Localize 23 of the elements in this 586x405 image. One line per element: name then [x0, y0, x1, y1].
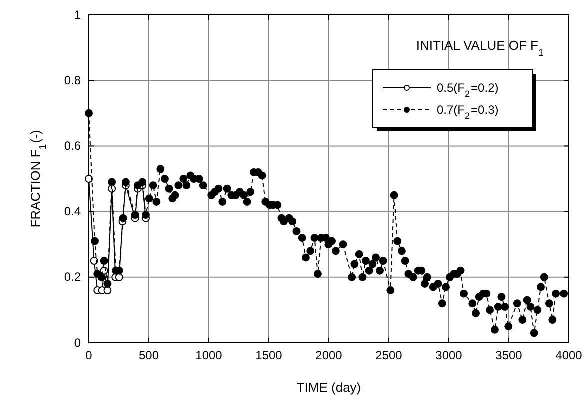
x-tick-label: 2500	[376, 348, 403, 363]
x-tick-label: 3000	[436, 348, 463, 363]
y-tick-label: 0.8	[64, 73, 82, 88]
y-tick-label: 0	[74, 336, 82, 350]
x-tick-label: 1500	[256, 348, 283, 363]
x-axis-title: TIME (day)	[296, 380, 362, 395]
x-tick-label: 4000	[556, 348, 583, 363]
point	[90, 257, 98, 265]
x-tick-label: 500	[138, 348, 160, 363]
point	[115, 273, 124, 282]
y-tick-label: 0.6	[64, 139, 82, 154]
x-tick-label: 0	[86, 348, 93, 363]
point	[104, 286, 112, 294]
x-tick-label: 3500	[496, 348, 523, 363]
point	[85, 175, 93, 183]
y-tick-label: 1	[74, 8, 82, 22]
x-tick-label: 1000	[196, 348, 223, 363]
y-tick-label: 0.4	[64, 204, 82, 219]
legend-label: 0.5(F$_{2}$=0.2)	[437, 81, 499, 99]
legend-title: INITIAL VALUE OF F$_{1}$	[416, 38, 544, 58]
y-tick-label: 0.2	[64, 270, 82, 284]
legend-label: 0.7(F$_{2}$=0.3)	[437, 103, 499, 121]
x-tick-label: 2000	[316, 348, 343, 363]
